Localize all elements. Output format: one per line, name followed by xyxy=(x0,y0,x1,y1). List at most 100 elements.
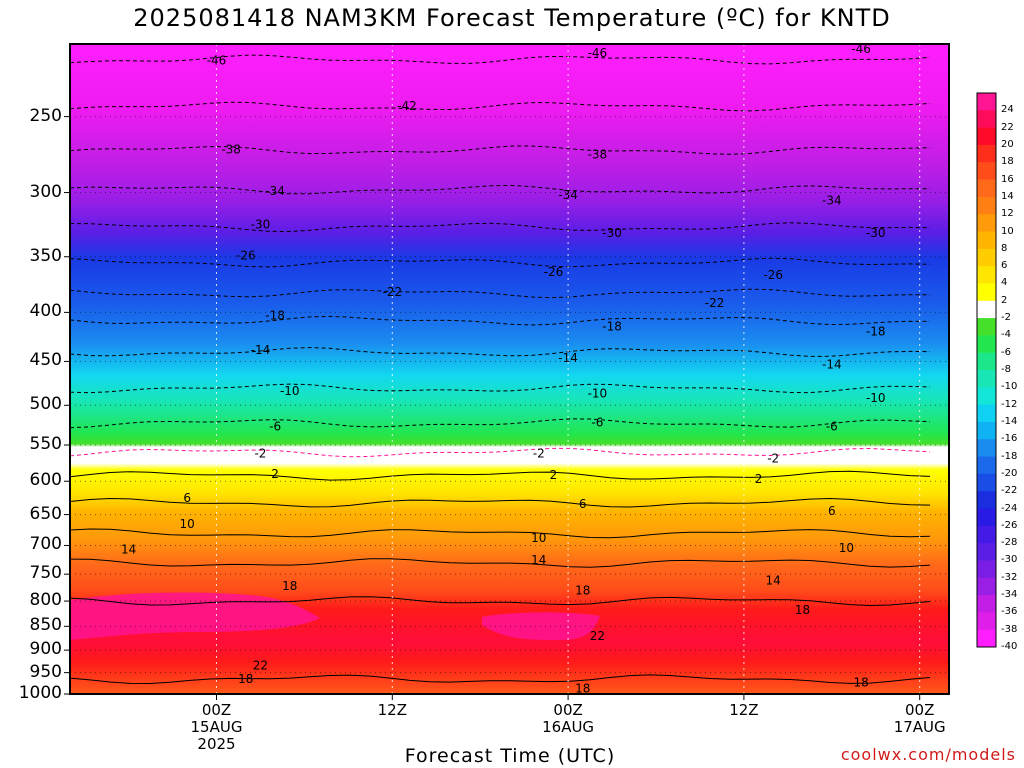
colorbar-label: 12 xyxy=(1001,208,1014,220)
colorbar-label: -4 xyxy=(1001,329,1011,341)
contour-label: -6 xyxy=(269,420,281,434)
colorbar-swatch xyxy=(977,300,996,319)
contour-label: -10 xyxy=(866,391,886,405)
contour-label: 2 xyxy=(271,467,279,481)
colorbar-swatch xyxy=(977,196,996,215)
contour-label: -6 xyxy=(826,420,838,434)
colorbar-swatch xyxy=(977,214,996,232)
y-tick-label: 850 xyxy=(29,615,62,636)
contour-line xyxy=(69,288,931,299)
colorbar-label: 2 xyxy=(1001,294,1008,306)
contour-label: 22 xyxy=(590,629,605,643)
contour-label: 18 xyxy=(575,583,590,597)
colorbar-swatch xyxy=(977,595,996,613)
colorbar-label: -34 xyxy=(1001,589,1018,601)
contour-label: -14 xyxy=(251,343,271,357)
colorbar-label: -26 xyxy=(1001,519,1018,531)
colorbar-label: 6 xyxy=(1001,260,1008,272)
colorbar-swatch xyxy=(977,335,996,354)
colorbar-label: 4 xyxy=(1001,277,1008,289)
contour-line xyxy=(69,470,931,481)
y-tick-label: 600 xyxy=(29,470,62,491)
y-tick-label: 400 xyxy=(29,301,62,322)
credit-link[interactable]: coolwx.com/models xyxy=(840,745,1016,764)
colorbar-label: -32 xyxy=(1001,571,1018,583)
colorbar-label: -18 xyxy=(1001,450,1018,462)
contour-label: -46 xyxy=(588,46,608,60)
contour-label: 6 xyxy=(828,504,836,518)
colorbar-label: 18 xyxy=(1001,156,1014,168)
contour-label: -14 xyxy=(822,357,842,371)
colorbar-label: -40 xyxy=(1001,641,1018,652)
colorbar-swatch xyxy=(977,525,996,544)
contour-label: -18 xyxy=(602,320,622,334)
contour-line xyxy=(69,54,931,65)
contour-label: 2 xyxy=(755,472,763,486)
y-tick-label: 500 xyxy=(29,394,62,415)
contour-label: -34 xyxy=(558,188,578,202)
contour-label: 18 xyxy=(795,603,810,617)
colorbar-label: 10 xyxy=(1001,225,1014,237)
contour-line xyxy=(69,145,931,155)
colorbar-label: -10 xyxy=(1001,381,1018,393)
colorbar-swatch xyxy=(977,439,996,458)
colorbar-swatch xyxy=(977,473,996,492)
contour-label: 18 xyxy=(282,579,297,593)
contour-label: 18 xyxy=(575,682,590,696)
x-tick-label: 00Z 15AUG 2025 xyxy=(190,701,243,753)
y-tick-label: 250 xyxy=(29,105,62,126)
colorbar-swatch xyxy=(977,370,996,388)
contour-label: -2 xyxy=(254,447,266,461)
colorbar-label: -28 xyxy=(1001,537,1018,549)
contour-label: -46 xyxy=(207,54,227,68)
y-tick-label: 750 xyxy=(29,563,62,584)
contour-label: -6 xyxy=(591,416,603,430)
colorbar-label: -12 xyxy=(1001,398,1018,410)
contour-label: -30 xyxy=(866,226,886,240)
y-tick-label: 300 xyxy=(29,181,62,202)
colorbar-label: 22 xyxy=(1001,121,1014,133)
colorbar-label: 14 xyxy=(1001,190,1014,202)
contour-label: 10 xyxy=(531,531,546,545)
contour-line xyxy=(69,347,931,357)
colorbar-label: -24 xyxy=(1001,502,1018,514)
colorbar-label: -8 xyxy=(1001,364,1011,375)
contour-label: -14 xyxy=(558,351,578,365)
y-tick-label: 450 xyxy=(29,350,62,371)
y-tick-label: 900 xyxy=(29,639,62,660)
colorbar-label: 24 xyxy=(1001,104,1014,116)
colorbar-label: 20 xyxy=(1001,138,1014,150)
colorbar-label: -20 xyxy=(1001,467,1018,479)
y-tick-label: 550 xyxy=(29,434,62,454)
colorbar-frame xyxy=(976,92,997,648)
colorbar-swatch xyxy=(977,179,996,198)
warm-pocket-left xyxy=(70,592,320,640)
contour-label: -18 xyxy=(866,325,886,339)
contour-label: -34 xyxy=(822,193,842,207)
colorbar-swatch xyxy=(977,110,996,129)
contour-label: -2 xyxy=(767,452,779,466)
contour-label: 14 xyxy=(121,542,136,556)
contour-line xyxy=(69,184,930,195)
colorbar-swatch xyxy=(977,162,996,181)
contour-line xyxy=(69,101,931,112)
contour-label: 10 xyxy=(839,541,854,555)
contour-label: -10 xyxy=(588,387,608,401)
contour-line xyxy=(69,222,931,233)
colorbar-swatch xyxy=(977,421,996,440)
colorbar-swatch xyxy=(977,456,996,475)
x-tick-label: 00Z 17AUG xyxy=(893,701,946,736)
contour-label: -30 xyxy=(602,226,622,240)
chart-title: 2025081418 NAM3KM Forecast Temperature (… xyxy=(133,4,891,32)
colorbar-label: 8 xyxy=(1001,242,1008,254)
colorbar-label: -14 xyxy=(1001,415,1018,427)
colorbar-swatch xyxy=(977,560,996,579)
contour-label: -26 xyxy=(763,268,783,282)
x-tick-label: 00Z 16AUG xyxy=(542,701,595,736)
colorbar-label: -30 xyxy=(1001,554,1018,566)
x-axis-label: Forecast Time (UTC) xyxy=(404,745,616,767)
colorbar-label: -22 xyxy=(1001,485,1018,497)
contour-label: -2 xyxy=(533,447,545,461)
colorbar-label: -36 xyxy=(1001,606,1018,618)
